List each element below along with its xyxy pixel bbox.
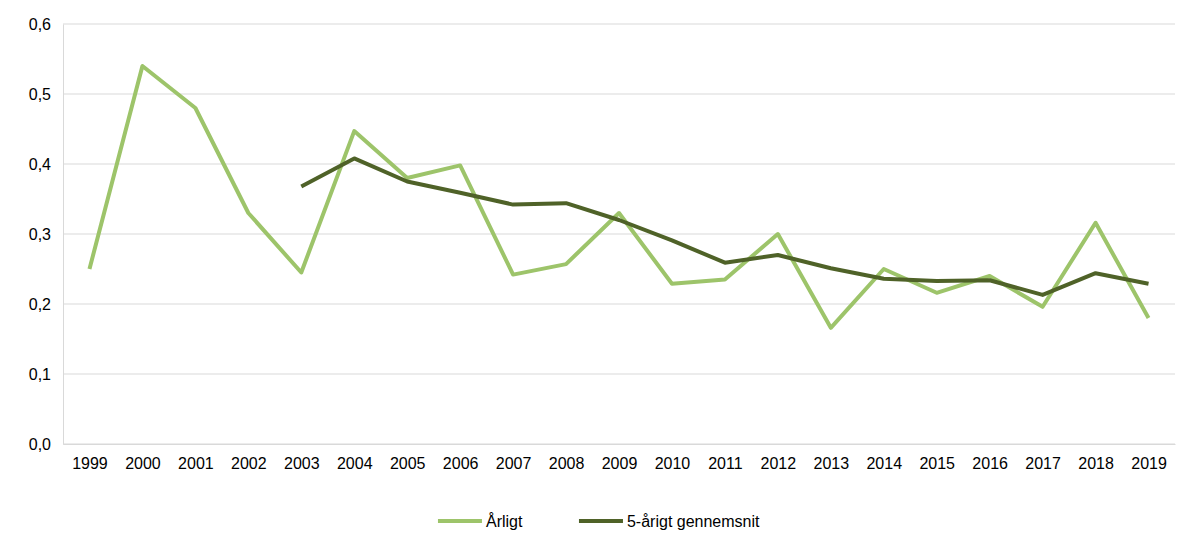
- x-tick-label: 2010: [655, 455, 691, 472]
- x-tick: 2018: [1078, 444, 1114, 472]
- x-tick-label: 1999: [72, 455, 108, 472]
- x-tick: 2009: [602, 444, 638, 472]
- x-tick-label: 2007: [496, 455, 532, 472]
- legend-label: Årligt: [486, 512, 523, 530]
- y-axis-line: [63, 25, 64, 445]
- y-tick-label: 0,0: [29, 436, 51, 453]
- grid-line: [63, 444, 1175, 445]
- y-tick-label: 0,5: [29, 86, 51, 103]
- legend: Årligt 5-årigt gennemsnit: [438, 512, 760, 530]
- x-tick-label: 2017: [1025, 455, 1061, 472]
- x-tick: 2011: [708, 444, 743, 472]
- x-tick: 2007: [496, 444, 532, 472]
- grid-line: [63, 234, 1175, 235]
- x-tick-label: 2001: [178, 455, 214, 472]
- plot-area: [89, 66, 1148, 328]
- x-tick: 2012: [761, 444, 797, 472]
- y-tick-label: 0,4: [29, 156, 51, 173]
- x-axis: 1999 2000 2001 2002 2003 2004 2005 2006 2007 2008…: [64, 444, 1176, 472]
- y-tick-label: 0,3: [29, 226, 51, 243]
- grid-line: [63, 94, 1175, 95]
- chart: 0,0 0,1 0,2 0,3 0,4 0,5 0,6 1999 2000 2001 2002 200…: [0, 0, 1198, 555]
- grid-line: [63, 374, 1175, 375]
- y-tick: 0,5: [29, 86, 63, 103]
- x-tick: 2002: [231, 444, 267, 472]
- legend-item: 5-årigt gennemsnit: [579, 513, 760, 530]
- x-tick: 2001: [178, 444, 214, 472]
- x-tick-label: 2002: [231, 455, 267, 472]
- x-tick-label: 2015: [919, 455, 955, 472]
- x-tick-label: 2019: [1131, 455, 1167, 472]
- y-tick: 0,3: [29, 226, 63, 243]
- y-tick: 0,4: [29, 156, 63, 173]
- legend-label: 5-årigt gennemsnit: [627, 513, 760, 530]
- x-tick: 2010: [655, 444, 691, 472]
- y-tick: 0,0: [29, 436, 63, 453]
- grid-line: [63, 304, 1175, 305]
- x-tick: 2017: [1025, 444, 1061, 472]
- grid-line: [63, 24, 1175, 25]
- x-tick-label: 2016: [972, 455, 1008, 472]
- x-tick-label: 2006: [443, 455, 479, 472]
- x-tick: 2003: [284, 444, 320, 472]
- y-tick: 0,2: [29, 296, 63, 313]
- x-tick: 2015: [919, 444, 955, 472]
- x-tick-label: 2005: [390, 455, 426, 472]
- x-tick-label: 2018: [1078, 455, 1114, 472]
- x-tick-label: 2004: [337, 455, 373, 472]
- x-tick: 2013: [814, 444, 850, 472]
- y-tick-label: 0,6: [29, 16, 51, 33]
- legend-swatch: [438, 519, 482, 523]
- y-tick: 0,6: [29, 16, 63, 33]
- x-tick: 2016: [972, 444, 1008, 472]
- x-axis-line: [64, 444, 1176, 445]
- x-tick: 2000: [125, 444, 161, 472]
- y-tick-label: 0,2: [29, 296, 51, 313]
- x-tick-label: 2009: [602, 455, 638, 472]
- grid: [63, 24, 1175, 444]
- x-tick: 2005: [390, 444, 426, 472]
- x-tick: 2019: [1131, 444, 1167, 472]
- x-tick-label: 2013: [814, 455, 850, 472]
- x-tick: 2014: [866, 444, 902, 472]
- x-tick-label: 2003: [284, 455, 320, 472]
- y-axis: 0,0 0,1 0,2 0,3 0,4 0,5 0,6: [29, 16, 64, 453]
- x-tick-label: 2012: [761, 455, 797, 472]
- x-tick: 2006: [443, 444, 479, 472]
- x-tick-label: 2000: [125, 455, 161, 472]
- legend-item: Årligt: [438, 512, 523, 530]
- series-line: [301, 158, 1148, 295]
- x-tick-label: 2014: [866, 455, 902, 472]
- y-tick-label: 0,1: [29, 366, 51, 383]
- x-tick: 2004: [337, 444, 373, 472]
- legend-swatch: [579, 519, 623, 523]
- x-tick: 1999: [72, 444, 108, 472]
- x-tick: 2008: [549, 444, 585, 472]
- y-tick: 0,1: [29, 366, 63, 383]
- x-tick-label: 2011: [708, 455, 743, 472]
- series-line: [89, 66, 1148, 328]
- x-tick-label: 2008: [549, 455, 585, 472]
- grid-line: [63, 164, 1175, 165]
